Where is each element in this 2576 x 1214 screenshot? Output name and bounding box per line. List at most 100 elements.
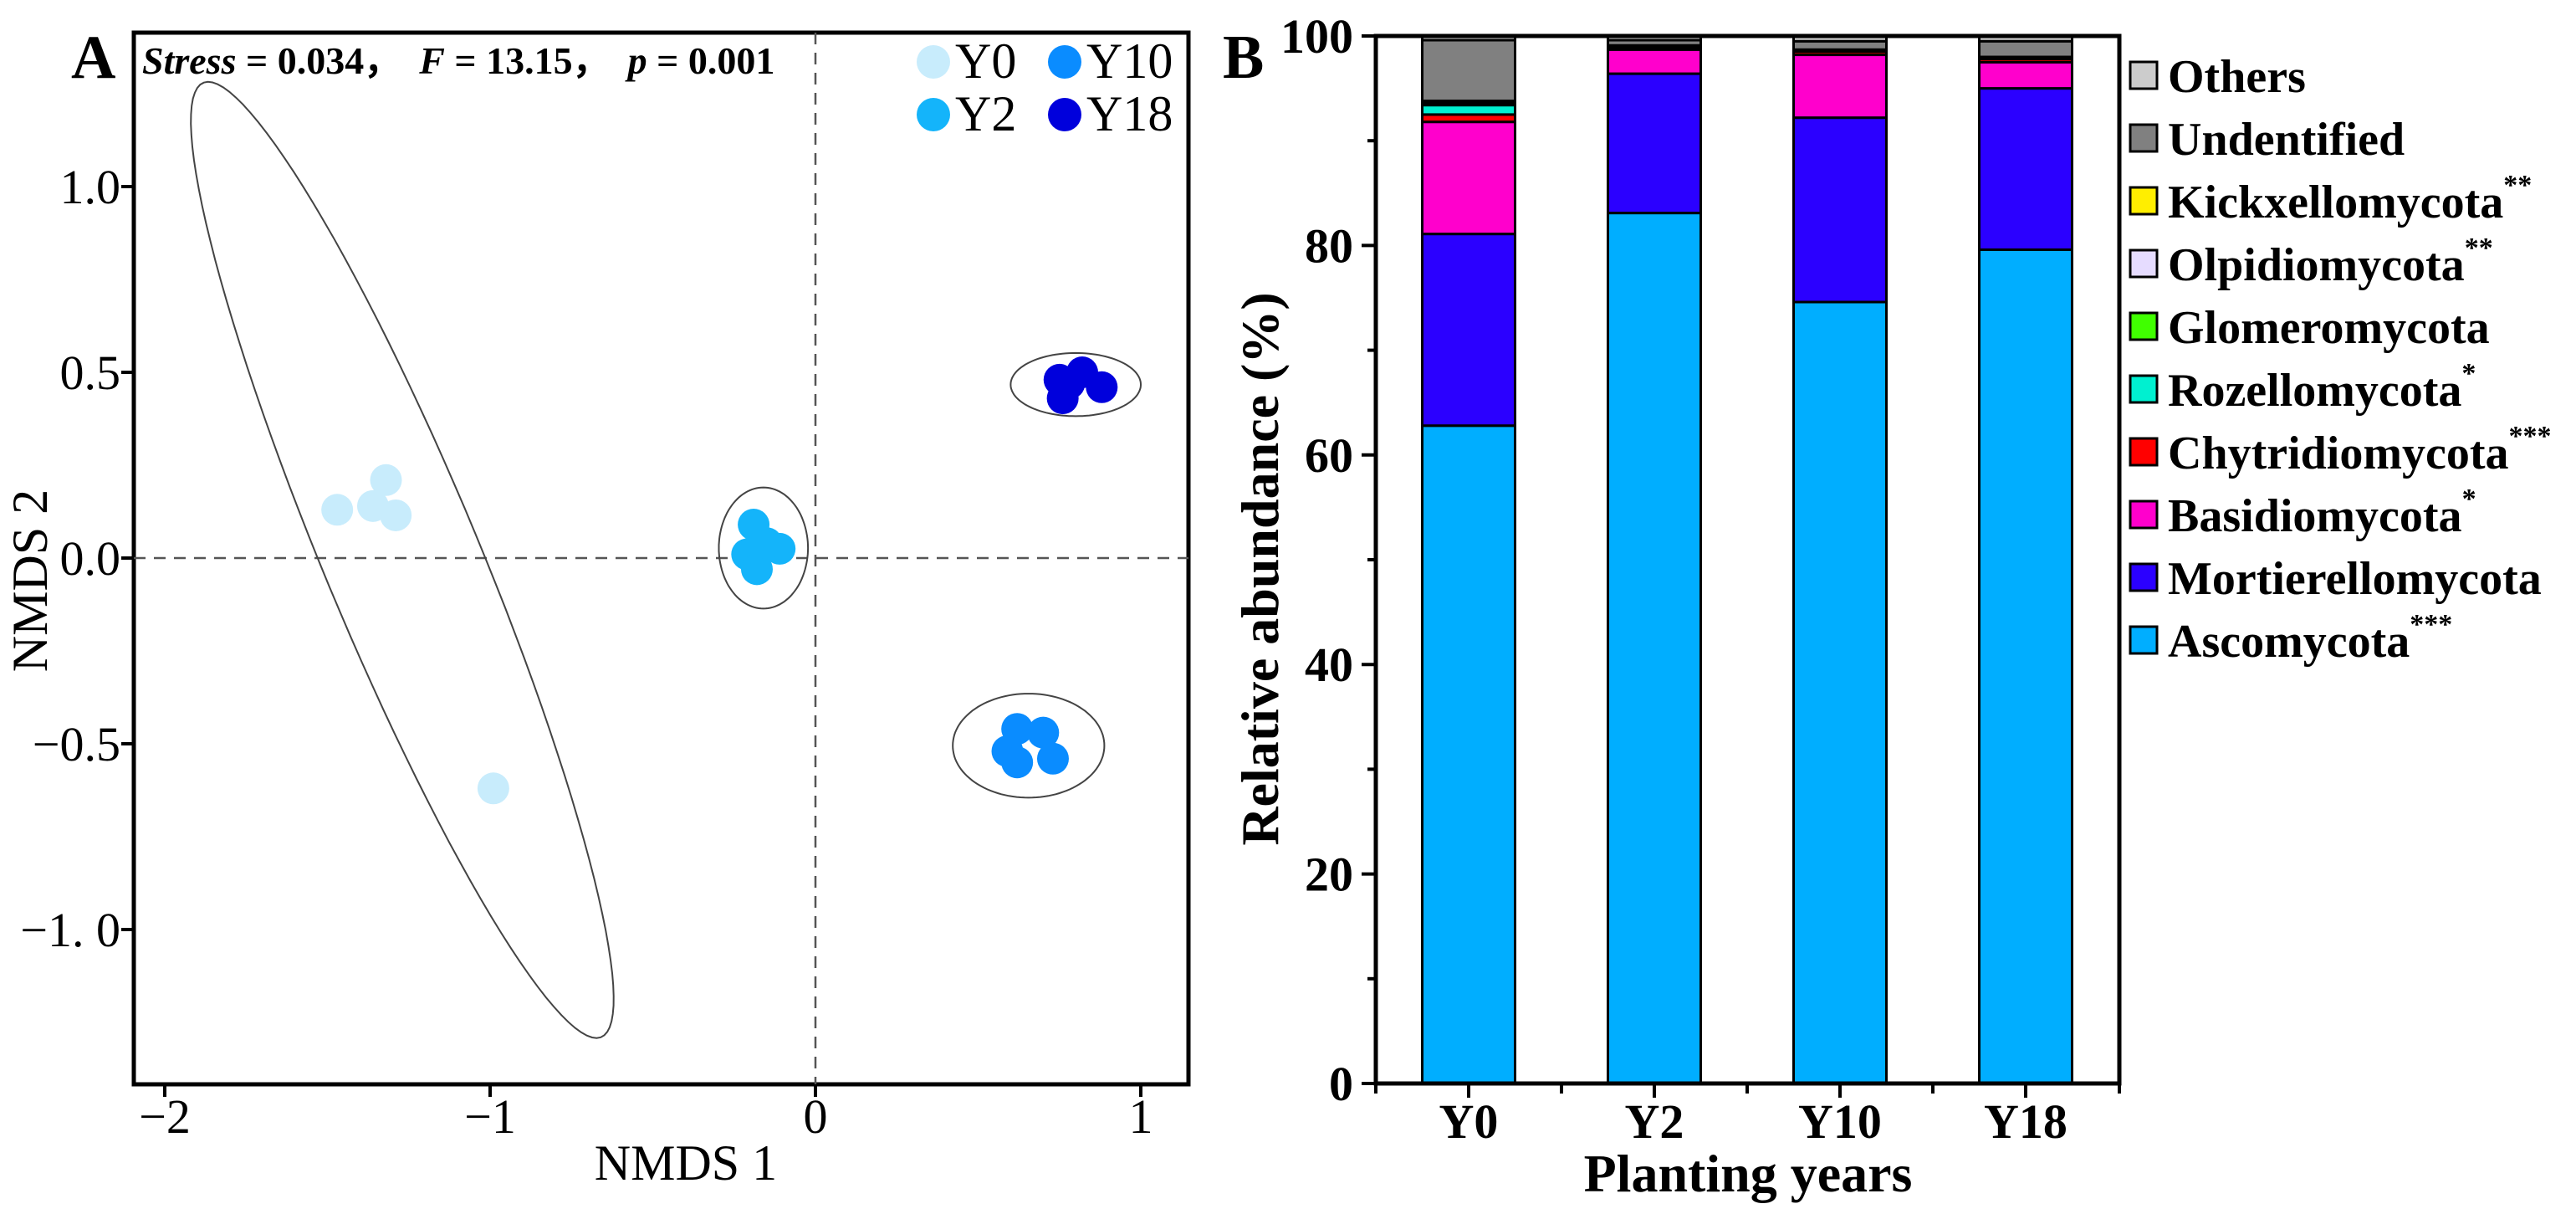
- legend-swatch: [2129, 374, 2159, 404]
- legend-item-y0: Y0: [917, 33, 1016, 89]
- y-tick-label: 40: [1305, 638, 1353, 692]
- y-axis-label-a: NMDS 2: [3, 489, 58, 672]
- point-y10: [1027, 716, 1060, 749]
- legend-item-olpidiomycota: Olpidiomycota**: [2129, 233, 2493, 291]
- ellipse-y10: [952, 693, 1106, 799]
- legend-label: Kickxellomycota**: [2168, 170, 2532, 228]
- legend-swatch: [2129, 562, 2159, 592]
- x-tick-label: Y10: [1798, 1094, 1882, 1149]
- y-tick-label: 0.5: [60, 346, 121, 400]
- p-value: = 0.001: [647, 39, 775, 82]
- y-tick-label: 1.0: [60, 160, 121, 214]
- point-y18: [1053, 367, 1086, 400]
- bar-stack-y2: [1607, 34, 1702, 1085]
- legend-name: Mortierellomycota: [2168, 553, 2542, 605]
- legend-label: Y18: [1086, 86, 1173, 141]
- significance-stars: ***: [2509, 421, 2552, 452]
- y-tick-label: 0.0: [60, 531, 121, 586]
- legend-marker: [1048, 45, 1081, 79]
- bar-segment-undentified: [1978, 39, 2073, 59]
- panel-label-a: A: [71, 23, 115, 92]
- legend-name: Basidiomycota: [2168, 490, 2462, 542]
- bars: [1421, 34, 2073, 1085]
- bar-segment-basidiomycota: [1607, 48, 1702, 75]
- legend-label: Ascomycota***: [2168, 609, 2452, 668]
- legend-item-glomeromycota: Glomeromycota: [2129, 302, 2490, 354]
- bar-segment-basidiomycota: [1792, 54, 1888, 120]
- y-tick-label: −1. 0: [20, 903, 120, 957]
- point-y0: [370, 464, 402, 496]
- x-tick-label: 0: [804, 1089, 828, 1144]
- legend-swatch: [2129, 60, 2159, 90]
- bar-segment-basidiomycota: [1421, 120, 1516, 236]
- legend-marker: [1048, 98, 1081, 131]
- bar-segment-rozellomycota: [1421, 104, 1516, 116]
- legend-name: Ascomycota: [2168, 616, 2410, 668]
- bar-segment-ascomycota: [1792, 300, 1888, 1085]
- legend-label: Y2: [955, 86, 1016, 141]
- legend-label: Olpidiomycota**: [2168, 233, 2493, 291]
- legend-item-rozellomycota: Rozellomycota*: [2129, 358, 2476, 417]
- x-axis-label-a: NMDS 1: [595, 1135, 777, 1191]
- significance-stars: *: [2461, 358, 2476, 389]
- p-label: p: [625, 39, 647, 82]
- point-y0: [380, 499, 412, 531]
- bar-segment-undentified: [1792, 39, 1888, 51]
- point-y0: [321, 494, 354, 526]
- significance-stars: **: [2465, 233, 2493, 264]
- bar-segment-basidiomycota: [1978, 60, 2073, 90]
- ellipse-y2: [718, 486, 810, 610]
- significance-stars: *: [2462, 484, 2476, 515]
- legend-label: Chytridiomycota***: [2168, 421, 2552, 479]
- legend-name: Glomeromycota: [2168, 302, 2490, 354]
- legend-name: Olpidiomycota: [2168, 239, 2465, 291]
- f-label: F: [418, 39, 445, 82]
- y-axis-label-b: Relative abundance (%): [1230, 292, 1290, 845]
- legend-item-kickxellomycota: Kickxellomycota**: [2129, 170, 2532, 228]
- x-tick-label: Y18: [1984, 1094, 2067, 1149]
- bar-stack-y18: [1978, 34, 2073, 1085]
- legend-marker: [917, 98, 950, 131]
- legend-swatch: [2129, 625, 2159, 655]
- legend-label: Mortierellomycota: [2168, 553, 2542, 605]
- legend-item-y10: Y10: [1048, 33, 1173, 89]
- point-y10: [1036, 742, 1069, 775]
- legend-item-ascomycota: Ascomycota***: [2129, 609, 2452, 668]
- point-y0: [477, 772, 509, 805]
- y-tick-label: 0: [1329, 1057, 1353, 1111]
- legend-swatch: [2129, 248, 2159, 279]
- stress-label: Stress: [142, 39, 236, 82]
- legend-name: Others: [2168, 51, 2306, 103]
- legend-marker: [917, 45, 950, 79]
- legend-swatch: [2129, 437, 2159, 467]
- axis-ticks-a: −2 −1 0 1 1.0 0.5 0.0 −0.5 −1. 0: [20, 160, 1153, 1144]
- x-tick-label: −2: [139, 1089, 191, 1144]
- panel-b-stacked-bar: B 0 20 40 60 80 100 Y0 Y2 Y10 Y18 Others Undentifi…: [1223, 9, 2552, 1203]
- significance-stars: **: [2503, 170, 2532, 201]
- ellipses: [190, 80, 1142, 1039]
- bar-segment-ascomycota: [1978, 248, 2073, 1085]
- ellipse-y0: [190, 80, 615, 1039]
- bar-segment-ascomycota: [1607, 212, 1702, 1085]
- legend-item-basidiomycota: Basidiomycota*: [2129, 484, 2476, 542]
- point-y2: [750, 527, 783, 560]
- bar-segment-mortierellomycota: [1607, 72, 1702, 215]
- x-axis-label-b: Planting years: [1584, 1144, 1913, 1203]
- legend-name: Kickxellomycota: [2168, 177, 2503, 228]
- stats-annotation: Stress = 0.034， F = 13.15， p = 0.001: [142, 39, 774, 82]
- point-y10: [1001, 746, 1034, 779]
- bar-segment-ascomycota: [1421, 424, 1516, 1085]
- legend-item-others: Others: [2129, 51, 2306, 103]
- legend-b: OthersUndentifiedKickxellomycota**Olpidi…: [2129, 51, 2552, 668]
- axis-ticks-b: 0 20 40 60 80 100 Y0 Y2 Y10 Y18: [1280, 9, 2121, 1149]
- bar-stack-y0: [1421, 34, 1516, 1085]
- x-tick-label: Y2: [1625, 1094, 1684, 1149]
- bar-stack-y10: [1792, 34, 1888, 1085]
- point-y2: [740, 553, 773, 586]
- bar-segment-mortierellomycota: [1421, 233, 1516, 428]
- y-tick-label: 100: [1280, 9, 1353, 64]
- legend-label: Y10: [1086, 33, 1173, 89]
- legend-swatch: [2129, 123, 2159, 153]
- legend-item-y2: Y2: [917, 86, 1016, 141]
